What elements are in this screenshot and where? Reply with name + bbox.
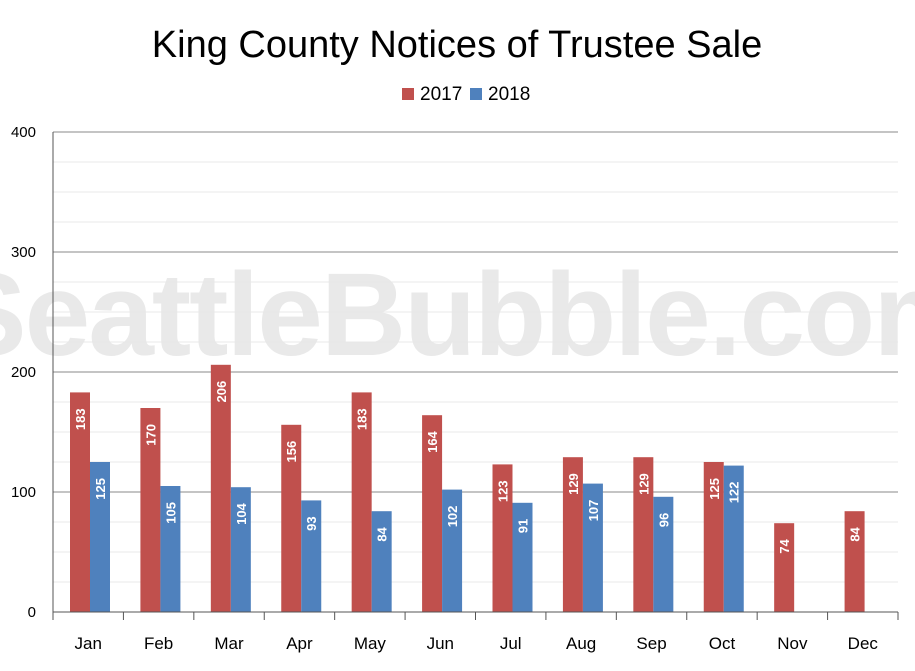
legend-label-2017: 2017	[420, 84, 462, 105]
y-tick-label: 100	[11, 484, 36, 501]
bar-chart: SeattleBubble.com King County Notices of…	[0, 0, 915, 666]
y-tick-label: 200	[11, 364, 36, 381]
chart-title: King County Notices of Trustee Sale	[152, 24, 762, 66]
legend-label-2018: 2018	[488, 84, 530, 105]
x-tick-label: Nov	[777, 634, 808, 653]
data-label: 129	[566, 473, 581, 495]
x-tick-label: Feb	[144, 634, 173, 653]
bar-2017-dec	[845, 511, 865, 612]
data-labels: 183 170 206 156 183 164 123 129 129 125 74 84 125 105…	[73, 381, 863, 554]
data-label: 156	[284, 441, 299, 463]
data-label: 91	[516, 519, 531, 533]
x-tick-label: Jul	[500, 634, 522, 653]
data-label: 164	[425, 430, 440, 452]
y-tick-label: 0	[28, 604, 36, 621]
data-label: 206	[214, 381, 229, 403]
x-tick-label: Apr	[286, 634, 313, 653]
data-label: 170	[143, 424, 158, 446]
x-tick-label: Sep	[636, 634, 666, 653]
data-label: 93	[304, 516, 319, 530]
data-label: 74	[777, 538, 792, 553]
x-tick-label: Mar	[214, 634, 244, 653]
data-label: 105	[163, 502, 178, 524]
data-label: 183	[73, 408, 88, 430]
data-label: 183	[355, 408, 370, 430]
data-label: 104	[234, 502, 249, 524]
y-tick-label: 300	[11, 244, 36, 261]
data-label: 84	[375, 526, 390, 541]
data-label: 123	[496, 480, 511, 502]
x-tick-label: Jan	[74, 634, 101, 653]
x-tick-label: Jun	[427, 634, 454, 653]
watermark: SeattleBubble.com	[0, 249, 915, 381]
bar-2017-nov	[774, 523, 794, 612]
data-label: 107	[586, 500, 601, 522]
x-tick-label: Aug	[566, 634, 596, 653]
data-label: 125	[707, 478, 722, 500]
chart-container: SeattleBubble.com King County Notices of…	[0, 0, 915, 666]
y-tick-label: 400	[11, 124, 36, 141]
data-label: 129	[636, 473, 651, 495]
bar-2018-may	[372, 511, 392, 612]
data-label: 102	[445, 506, 460, 528]
legend-swatch-2017	[402, 88, 414, 100]
data-label: 122	[727, 482, 742, 504]
data-label: 84	[848, 526, 863, 541]
data-label: 96	[656, 513, 671, 527]
data-label: 125	[93, 478, 108, 500]
x-tick-label: May	[354, 634, 387, 653]
legend: 2017 2018	[402, 84, 530, 105]
x-tick-label: Oct	[709, 634, 736, 653]
x-tick-label: Dec	[848, 634, 879, 653]
legend-swatch-2018	[470, 88, 482, 100]
